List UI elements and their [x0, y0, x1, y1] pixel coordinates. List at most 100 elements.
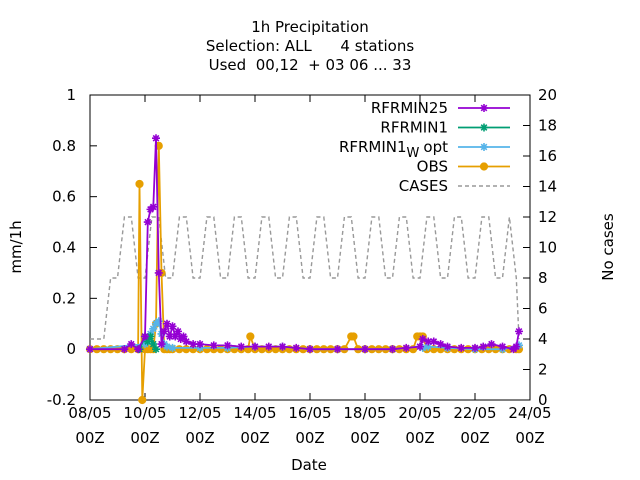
- data-point: [141, 332, 149, 341]
- data-point: [86, 345, 94, 354]
- chart-title-block: 1h Precipitation Selection: ALL 4 statio…: [206, 18, 414, 74]
- series-cases: [90, 216, 520, 340]
- legend-item-obs: OBS: [417, 158, 510, 176]
- data-point: [487, 340, 496, 349]
- data-point: [182, 345, 191, 354]
- data-point: [168, 322, 177, 331]
- data-point: [515, 327, 523, 336]
- data-point: [135, 179, 144, 189]
- legend-label: RFRMIN25: [371, 99, 448, 117]
- x-axis-label: Date: [291, 456, 327, 474]
- y-tick-label: 0.4: [52, 239, 76, 257]
- data-point: [418, 335, 427, 343]
- y2-tick-label: 14: [538, 178, 557, 196]
- x-tick-label-hour: 00Z: [185, 429, 214, 447]
- data-point: [361, 345, 369, 354]
- chart-subtitle-used: Used 00,12 + 03 06 ... 33: [209, 56, 412, 74]
- y-tick-label: -0.2: [47, 391, 76, 409]
- legend-marker: [480, 143, 488, 151]
- x-tick-label-hour: 00Z: [405, 429, 434, 447]
- y-tick-label: 0.8: [52, 137, 76, 155]
- legend-item-rfrmin25: RFRMIN25: [371, 99, 510, 117]
- legend-marker: [480, 104, 488, 112]
- data-point: [416, 342, 424, 351]
- legend-item-rfrmin1: RFRMIN1: [380, 119, 510, 137]
- data-point: [134, 345, 143, 354]
- data-point: [264, 342, 273, 351]
- data-point: [182, 337, 191, 346]
- x-tick-label-hour: 00Z: [130, 429, 159, 447]
- data-point: [189, 340, 198, 349]
- legend-label: RFRMIN1W opt: [339, 138, 448, 161]
- data-point: [223, 341, 232, 350]
- data-point: [512, 342, 521, 351]
- y-axis-label: mm/1h: [7, 220, 25, 273]
- data-point: [154, 268, 163, 277]
- x-tick-label-hour: 00Z: [295, 429, 324, 447]
- data-point: [209, 341, 218, 350]
- data-point: [429, 337, 438, 346]
- data-point: [333, 345, 342, 354]
- x-tick-label-date: 16/05: [288, 404, 331, 422]
- x-tick-label-hour: 00Z: [460, 429, 489, 447]
- y2-tick-label: 6: [538, 300, 548, 318]
- data-point: [143, 218, 152, 227]
- data-point: [165, 332, 174, 341]
- data-point: [154, 317, 163, 326]
- y-tick-label: 0.6: [52, 188, 76, 206]
- data-point: [424, 337, 433, 346]
- data-point: [152, 345, 160, 354]
- data-point: [246, 332, 255, 341]
- data-point: [292, 343, 301, 352]
- series-line-cases: [90, 216, 520, 340]
- data-point: [163, 319, 171, 328]
- y-tick-label: 0.2: [52, 289, 76, 307]
- data-point: [479, 342, 488, 351]
- x-tick-label-date: 22/05: [453, 404, 496, 422]
- data-point: [146, 332, 155, 341]
- data-point: [171, 332, 180, 341]
- data-point: [251, 342, 259, 351]
- data-point: [175, 345, 184, 354]
- data-point: [163, 342, 171, 351]
- data-point: [143, 337, 152, 346]
- y2-tick-label: 2: [538, 361, 548, 379]
- x-tick-label-hour: 00Z: [350, 429, 379, 447]
- data-point: [498, 342, 507, 351]
- legend-label: RFRMIN1: [380, 119, 448, 137]
- data-point: [160, 327, 169, 336]
- x-tick-label-hour: 00Z: [515, 429, 544, 447]
- y2-tick-label: 12: [538, 208, 557, 226]
- data-point: [436, 340, 445, 349]
- data-point: [179, 332, 188, 341]
- data-point: [202, 345, 211, 354]
- data-point: [157, 340, 166, 349]
- data-point: [149, 324, 158, 333]
- y2-tick-label: 18: [538, 117, 557, 135]
- data-point: [168, 343, 177, 352]
- data-point: [443, 342, 452, 351]
- legend-label: OBS: [417, 158, 448, 176]
- y2-tick-label: 8: [538, 269, 548, 287]
- data-point: [152, 134, 160, 143]
- y-tick-label: 1: [66, 86, 76, 104]
- x-tick-label-date: 12/05: [178, 404, 221, 422]
- y2-tick-label: 0: [538, 391, 548, 409]
- y2-tick-label: 4: [538, 330, 548, 348]
- legend-marker: [480, 123, 488, 132]
- data-point: [402, 343, 411, 352]
- x-tick-label-date: 18/05: [343, 404, 386, 422]
- data-point: [306, 345, 314, 354]
- data-point: [196, 340, 204, 349]
- x-tick-label-date: 08/05: [68, 404, 111, 422]
- x-tick-label-hour: 00Z: [75, 429, 104, 447]
- y2-tick-label: 10: [538, 239, 557, 257]
- plot-area: [85, 134, 524, 405]
- data-point: [138, 395, 147, 405]
- x-tick-label-date: 14/05: [233, 404, 276, 422]
- chart-title: 1h Precipitation: [251, 18, 369, 36]
- x-tick-label-hour: 00Z: [240, 429, 269, 447]
- data-point: [237, 342, 246, 351]
- y2-axis-label: No cases: [599, 213, 617, 281]
